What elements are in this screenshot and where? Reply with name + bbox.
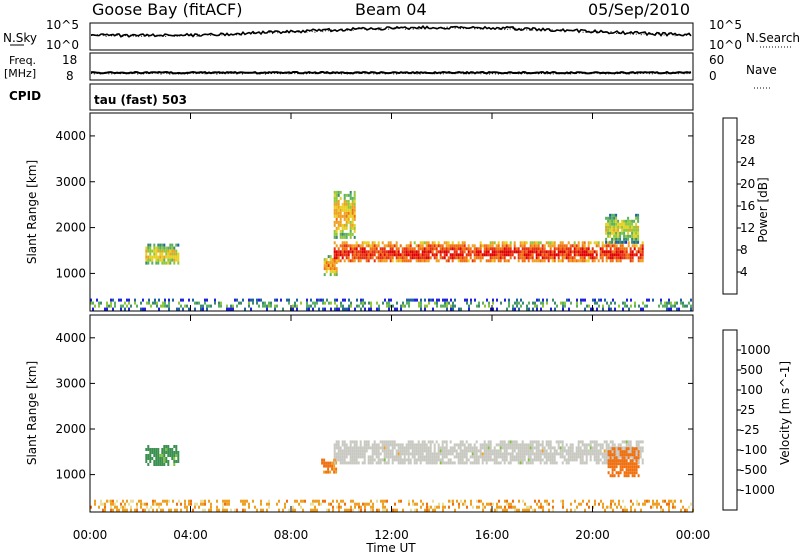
velocity-colorbar-frame	[722, 329, 738, 511]
time-x-axis: 00:00 04:00 08:00 12:00 16:00 20:00 00:00	[73, 113, 711, 542]
velocity-colorbar	[722, 329, 738, 511]
velocity-colorbar-tick-label-2: -100	[740, 443, 767, 457]
velocity-region-2	[333, 440, 644, 465]
power-colorbar-tick-label-2: 12	[740, 221, 755, 235]
power-ytick-label-3: 4000	[55, 129, 86, 143]
freq-label: Freq.	[9, 54, 36, 67]
xtick-label-6: 00:00	[676, 528, 711, 542]
power-colorbar-label: Power [dB]	[756, 177, 770, 242]
cpid-panel-frame	[89, 83, 694, 111]
power-colorbar-tick-label-5: 24	[740, 155, 755, 169]
power-colorbar-tick-label-1: 8	[740, 243, 748, 257]
cpid-value: tau (fast) 503	[94, 93, 187, 107]
xtick-label-0: 00:00	[73, 528, 108, 542]
velocity-panel-frame	[89, 314, 694, 513]
velocity-colorbar-ticks: -1000 -500 -100 -25 25 100 500 1000	[737, 343, 775, 497]
power-ytick-label-2: 3000	[55, 175, 86, 189]
nave-tick-low: 0	[709, 69, 717, 83]
velocity-ytick-label-0: 1000	[55, 468, 86, 482]
xtick-label-4: 16:00	[475, 528, 510, 542]
velocity-region-0	[145, 445, 180, 466]
nsky-series	[90, 25, 692, 38]
velocity-region-1	[321, 458, 338, 474]
velocity-colorbar-tick-label-4: 25	[740, 403, 755, 417]
nsearch-series	[90, 26, 692, 38]
power-region-0	[145, 243, 180, 265]
velocity-colorbar-tick-label-0: -1000	[740, 483, 775, 497]
nsky-tick-high: 10^5	[46, 18, 79, 32]
cpid-label: CPID	[9, 89, 41, 103]
power-ytick-label-1: 2000	[55, 221, 86, 235]
power-colorbar-tick-label-6: 28	[740, 133, 755, 147]
velocity-region-3	[607, 447, 640, 478]
velocity-heatmap	[90, 440, 694, 512]
power-region-3	[333, 190, 356, 239]
velocity-colorbar-label: Velocity [m s^-1]	[778, 361, 792, 465]
power-colorbar-tick-label-4: 20	[740, 177, 755, 191]
xtick-label-2: 08:00	[274, 528, 309, 542]
nave-tick-high: 60	[709, 53, 724, 67]
power-region-2	[333, 241, 644, 263]
nave-label: Nave	[746, 63, 777, 77]
xtick-label-5: 20:00	[575, 528, 610, 542]
nsky-label: N.Sky	[3, 31, 37, 45]
date-title: 05/Sep/2010	[588, 0, 690, 19]
xtick-label-1: 04:00	[173, 528, 208, 542]
velocity-ytick-label-3: 4000	[55, 331, 86, 345]
power-ytick-label-0: 1000	[55, 266, 86, 280]
xlabel: Time UT	[365, 541, 416, 554]
velocity-colorbar-tick-label-5: 100	[740, 383, 763, 397]
power-heatmap	[90, 190, 692, 311]
power-region-4	[605, 213, 640, 244]
velocity-colorbar-tick-label-6: 500	[740, 363, 763, 377]
velocity-region-4	[90, 499, 694, 512]
power-ylabel: Slant Range [km]	[25, 160, 39, 264]
power-colorbar-tick-label-0: 4	[740, 265, 748, 279]
freq-panel-frame	[89, 52, 694, 81]
beam-title: Beam 04	[355, 0, 427, 19]
nsky-tick-low: 10^0	[46, 38, 79, 52]
noise-panel-frame	[89, 22, 694, 51]
velocity-ylabel: Slant Range [km]	[25, 361, 39, 465]
nsearch-label: N.Search	[746, 31, 800, 45]
power-colorbar	[722, 117, 738, 295]
velocity-y-axis: 1000 2000 3000 4000	[55, 331, 693, 482]
nave-series	[90, 72, 692, 75]
power-region-5	[90, 298, 692, 311]
velocity-ytick-label-2: 3000	[55, 376, 86, 390]
power-y-axis: 1000 2000 3000 4000	[55, 129, 693, 280]
power-colorbar-ticks: 4 8 12 16 20 24 28	[737, 133, 755, 279]
xtick-label-3: 12:00	[374, 528, 409, 542]
freq-tick-low: 8	[66, 69, 74, 83]
velocity-colorbar-tick-label-3: -25	[740, 423, 760, 437]
power-panel-frame	[89, 112, 694, 312]
freq-unit: [MHz]	[4, 67, 36, 80]
freq-tick-high: 18	[62, 53, 77, 67]
station-title: Goose Bay (fitACF)	[92, 0, 242, 19]
velocity-colorbar-tick-label-7: 1000	[740, 343, 771, 357]
velocity-colorbar-tick-label-1: -500	[740, 463, 767, 477]
velocity-ytick-label-1: 2000	[55, 422, 86, 436]
power-colorbar-tick-label-3: 16	[740, 199, 755, 213]
power-colorbar-frame	[722, 117, 738, 295]
nsearch-tick-high: 10^5	[709, 18, 742, 32]
nsearch-tick-low: 10^0	[709, 38, 742, 52]
